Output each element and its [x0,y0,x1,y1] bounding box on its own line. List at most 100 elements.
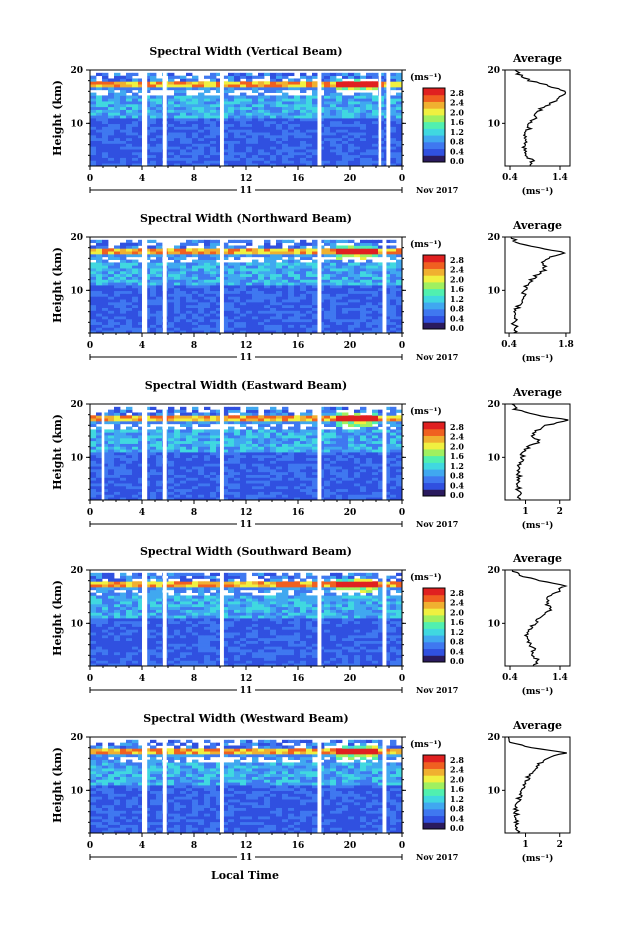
heatmap-cell [360,435,366,438]
heatmap-cell [342,110,348,113]
heatmap-cell [186,268,192,271]
heatmap-cell [324,254,330,257]
heatmap-cell [282,446,288,449]
heatmap-cell [150,138,156,141]
heatmap-cell [342,449,348,452]
heatmap-cell [198,282,204,285]
heatmap-cell [276,421,282,424]
heatmap-cell [270,477,276,480]
heatmap-cell [192,121,198,124]
heatmap-cell [168,257,174,260]
heatmap-cell [204,84,210,87]
heatmap-cell [330,98,336,101]
heatmap-cell [168,477,174,480]
heatmap-cell [102,129,108,132]
heatmap-cell [282,87,288,90]
heatmap-cell [306,262,312,265]
heatmap-cell [264,466,270,469]
heatmap-cell [186,121,192,124]
heatmap-cell [192,432,198,435]
heatmap-cell [312,101,318,104]
heatmap-cell [348,87,354,90]
heatmap-cell [108,143,114,146]
heatmap-cell [228,95,234,98]
average-title: Average [512,52,562,65]
heatmap-cell [192,251,198,254]
heatmap-cell [396,141,402,144]
heatmap-cell [114,429,120,432]
heatmap-cell [150,141,156,144]
heatmap-cell [306,489,312,492]
heatmap-cell [228,296,234,299]
heatmap-cell [240,463,246,466]
heatmap-cell [192,458,198,461]
heatmap-cell [366,262,372,265]
heatmap-cell [210,73,216,76]
heatmap-cell [348,313,354,316]
heatmap-cell [210,84,216,87]
heatmap-cell [336,438,342,441]
heatmap-cell [390,129,396,132]
heatmap-cell [372,288,378,291]
heatmap-cell [252,87,258,90]
heatmap-cell [282,265,288,268]
heatmap-cell [270,449,276,452]
heatmap-cell [126,268,132,271]
heatmap-cell [114,486,120,489]
heatmap-cell [234,126,240,129]
heatmap-cell [210,243,216,246]
heatmap-cell [288,146,294,149]
heatmap-cell [330,421,336,424]
heatmap-cell [312,444,318,447]
heatmap-cell [324,435,330,438]
heatmap-cell [348,460,354,463]
heatmap-cell [372,160,378,163]
heatmap-cell [390,455,396,458]
heatmap-cell [270,486,276,489]
heatmap-cell [174,308,180,311]
heatmap-cell [186,302,192,305]
heatmap-cell [252,265,258,268]
heatmap-cell [360,492,366,495]
heatmap-cell [270,305,276,308]
heatmap-cell [258,452,264,455]
heatmap-cell [252,316,258,319]
heatmap-cell [240,313,246,316]
heatmap-cell [330,260,336,263]
heatmap-cell [348,492,354,495]
heatmap-cell [228,107,234,110]
heatmap-cell [90,132,96,135]
heatmap-cell [204,446,210,449]
heatmap-cell [102,327,108,330]
heatmap-cell [180,121,186,124]
heatmap-cell [282,452,288,455]
heatmap-cell [372,279,378,282]
heatmap-cell [312,469,318,472]
heatmap-cell [102,285,108,288]
heatmap-cell [312,282,318,285]
heatmap-cell [126,81,132,84]
heatmap-cell [108,124,114,127]
heatmap-cell [108,118,114,121]
heatmap-cell [270,494,276,497]
heatmap-cell [186,466,192,469]
heatmap-cell [114,254,120,257]
heatmap-cell [390,302,396,305]
heatmap-cell [264,141,270,144]
heatmap-cell [204,302,210,305]
heatmap-cell [186,293,192,296]
heatmap-cell [306,158,312,161]
heatmap-cell [252,76,258,79]
heatmap-cell [372,327,378,330]
heatmap-cell [240,115,246,118]
heatmap-cell [192,452,198,455]
heatmap-cell [366,104,372,107]
heatmap-cell [288,492,294,495]
heatmap-cell [234,494,240,497]
heatmap-cell [234,415,240,418]
heatmap-cell [186,327,192,330]
heatmap-cell [240,149,246,152]
heatmap-cell [336,81,342,84]
heatmap-cell [156,146,162,149]
heatmap-cell [306,135,312,138]
